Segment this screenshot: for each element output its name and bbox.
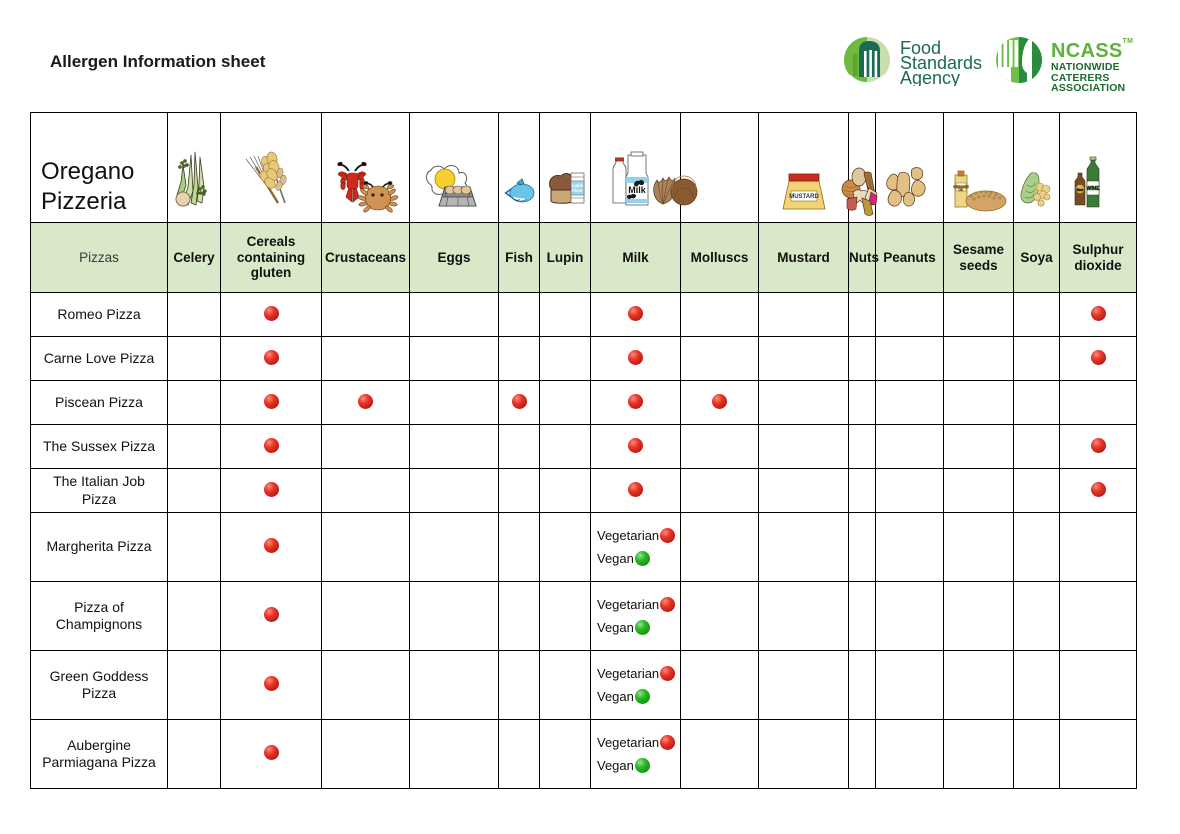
svg-text:Beer: Beer xyxy=(1076,188,1084,192)
svg-text:MUSTARD: MUSTARD xyxy=(789,194,819,200)
svg-text:Milk: Milk xyxy=(628,185,646,195)
svg-text:OIL: OIL xyxy=(958,188,963,192)
svg-text:Flour: Flour xyxy=(572,188,583,193)
svg-text:WINE: WINE xyxy=(1086,186,1100,192)
